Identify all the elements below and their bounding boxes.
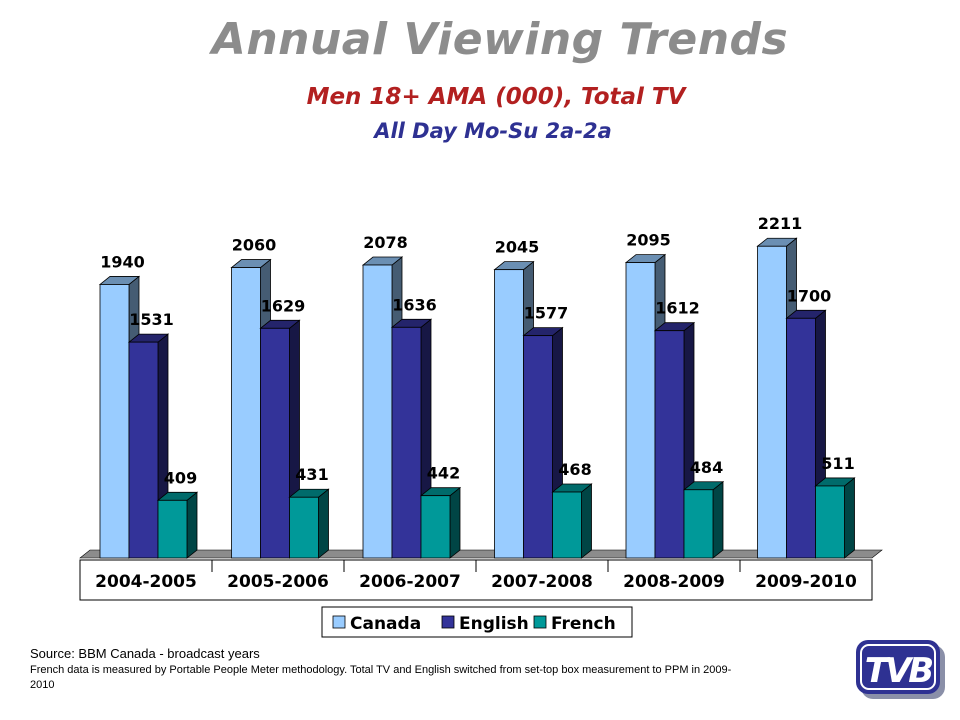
methodology-note: French data is measured by Portable Peop…	[30, 664, 732, 691]
bar-side-french-2006-2007	[449, 486, 461, 559]
x-tick-label-2005-2006: 2005-2006	[227, 572, 329, 592]
data-label-canada-2004-2005: 1940	[100, 252, 145, 271]
data-label-canada-2007-2008: 2045	[495, 238, 540, 257]
bar-french-2006-2007	[420, 495, 451, 559]
bar-side-french-2005-2006	[318, 488, 329, 559]
legend-label-canada: Canada	[350, 614, 421, 634]
bar-side-french-2007-2008	[581, 483, 592, 559]
bar-canada-2006-2007	[362, 264, 393, 559]
bar-english-2004-2005	[128, 341, 159, 559]
bar-french-2004-2005	[157, 499, 188, 559]
data-label-french-2006-2007: 442	[427, 464, 460, 483]
data-label-french-2009-2010: 511	[821, 454, 854, 473]
bar-side-french-2009-2010	[844, 477, 855, 559]
data-label-english-2007-2008: 1577	[524, 304, 569, 323]
bar-french-2007-2008	[552, 491, 582, 559]
tvb-logo: TVB	[856, 640, 945, 699]
legend-label-english: English	[459, 614, 529, 634]
data-label-english-2005-2006: 1629	[261, 296, 306, 315]
chart-subtitle-metric: Men 18+ AMA (000), Total TV	[306, 84, 686, 110]
data-label-french-2004-2005: 409	[164, 468, 197, 487]
data-label-french-2005-2006: 431	[295, 465, 328, 484]
data-label-canada-2008-2009: 2095	[626, 231, 671, 250]
legend-label-french: French	[551, 614, 616, 634]
bar-side-french-2008-2009	[712, 480, 724, 559]
legend-swatch-french	[533, 615, 547, 629]
data-label-canada-2009-2010: 2211	[758, 214, 803, 233]
bar-canada-2005-2006	[231, 267, 261, 559]
source-text: Source: BBM Canada - broadcast years	[30, 646, 260, 661]
data-label-english-2009-2010: 1700	[787, 286, 832, 305]
bar-english-2006-2007	[391, 326, 422, 559]
data-label-english-2004-2005: 1531	[129, 310, 174, 329]
data-label-french-2008-2009: 484	[690, 458, 723, 477]
bar-french-2008-2009	[683, 489, 714, 559]
chart-subtitle-daypart: All Day Mo-Su 2a-2a	[374, 119, 612, 143]
legend-box	[321, 606, 633, 638]
page-title: Annual Viewing Trends	[211, 14, 789, 65]
data-label-english-2008-2009: 1612	[655, 299, 700, 318]
bar-english-2008-2009	[654, 330, 685, 559]
legend-swatch-english	[441, 615, 455, 629]
bar-canada-2008-2009	[625, 262, 656, 559]
data-label-canada-2005-2006: 2060	[232, 236, 277, 255]
x-tick-label-2007-2008: 2007-2008	[491, 572, 593, 592]
bar-english-2007-2008	[523, 335, 553, 559]
data-label-canada-2006-2007: 2078	[363, 233, 408, 252]
bar-canada-2009-2010	[757, 245, 787, 559]
bar-canada-2007-2008	[494, 269, 524, 559]
bar-canada-2004-2005	[99, 284, 130, 559]
x-tick-label-2009-2010: 2009-2010	[755, 572, 857, 592]
bar-side-french-2004-2005	[186, 491, 198, 559]
bar-french-2009-2010	[815, 485, 845, 559]
bar-english-2005-2006	[260, 327, 290, 559]
legend-swatch-canada	[332, 615, 346, 629]
x-tick-label-2004-2005: 2004-2005	[95, 572, 197, 592]
bar-english-2009-2010	[786, 317, 816, 559]
x-tick-label-2008-2009: 2008-2009	[623, 572, 725, 592]
bar-french-2005-2006	[289, 496, 319, 559]
data-label-french-2007-2008: 468	[558, 460, 591, 479]
x-tick-label-2006-2007: 2006-2007	[359, 572, 461, 592]
svg-text:TVB: TVB	[865, 651, 933, 691]
data-label-english-2006-2007: 1636	[392, 295, 437, 314]
